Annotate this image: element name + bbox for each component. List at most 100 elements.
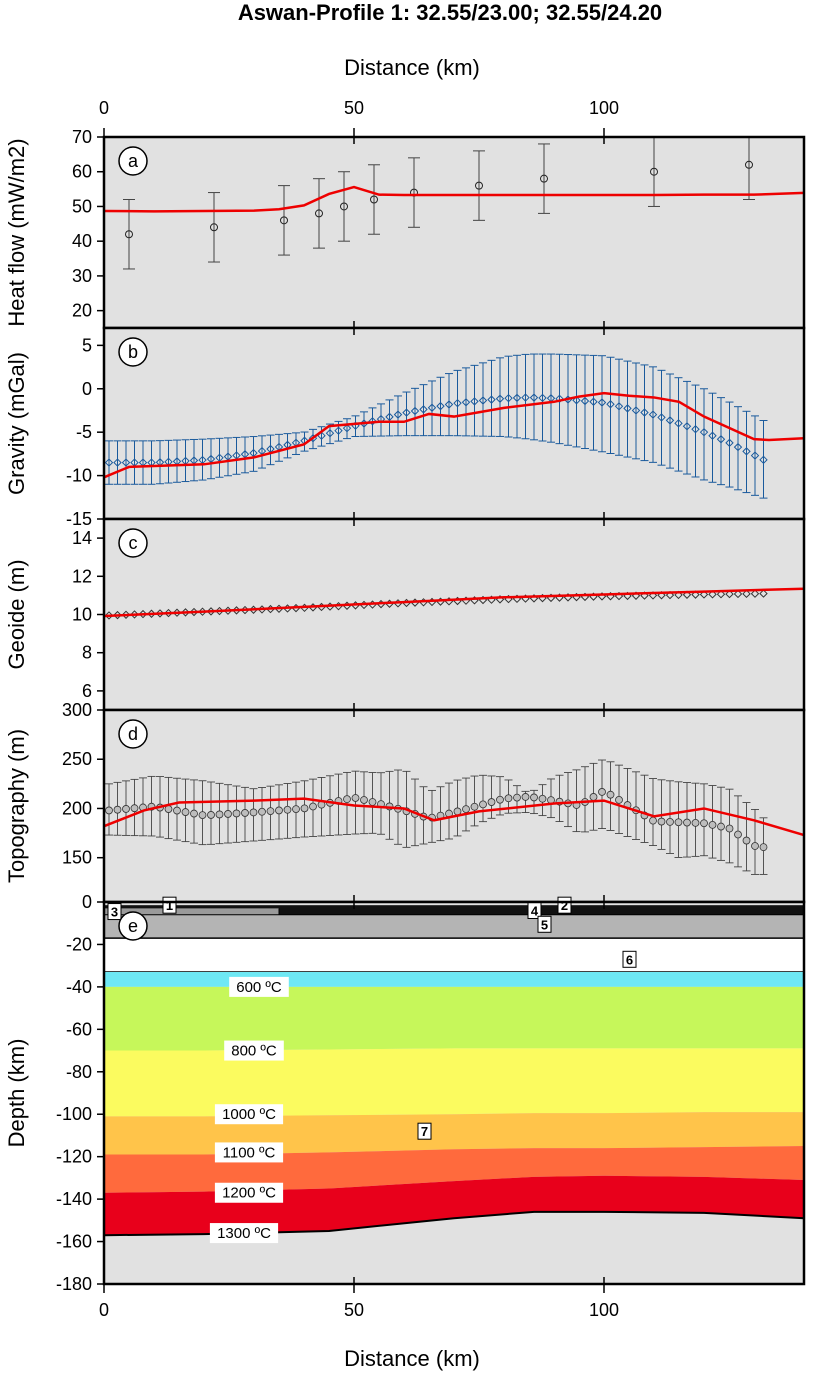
gravity-point (249, 448, 258, 458)
topography-point (759, 843, 768, 852)
unit-label: 1 (166, 898, 173, 913)
gravity-point (334, 426, 343, 435)
topography-point (487, 798, 496, 806)
isotherm-label: 1000 ºC (222, 1106, 276, 1123)
panel-a-background (104, 137, 804, 328)
panel-b-ytick-label: 0 (82, 379, 92, 399)
topography-point (649, 816, 657, 825)
panel-a-ylabel: Heat flow (mW/m2) (4, 138, 29, 326)
heat-flow-point (210, 223, 218, 232)
topography-point (666, 817, 674, 826)
gravity-point (742, 447, 751, 456)
heat-flow-point (315, 209, 323, 218)
heat-flow-point (745, 160, 753, 169)
isotherm-label-bg (209, 1223, 279, 1244)
thermal-band-3 (104, 1048, 804, 1117)
figure-title: Aswan-Profile 1: 32.55/23.00; 32.55/24.2… (238, 0, 662, 25)
gravity-point (283, 440, 292, 450)
gravity-point (538, 393, 547, 403)
panel-c-ytick-label: 8 (82, 643, 92, 663)
unit-label: 6 (626, 952, 633, 967)
gravity-point (708, 431, 717, 440)
bottom-x-axis-label: Distance (km) (344, 1346, 480, 1371)
topography-point (300, 804, 309, 813)
top-xtick-label: 100 (589, 98, 619, 118)
gravity-point (164, 457, 173, 467)
gravity-point (691, 425, 700, 434)
gravity-point (759, 455, 768, 465)
gravity-point (470, 397, 479, 406)
gravity-point (461, 398, 471, 407)
topography-point (751, 842, 759, 850)
gravity-point (580, 396, 590, 406)
panel-b-label: b (128, 342, 138, 362)
gravity-point (410, 406, 420, 416)
topography-point (275, 806, 283, 815)
isotherm-label: 1300 ºC (217, 1225, 271, 1242)
topography-point (470, 802, 479, 811)
gravity-point (113, 458, 122, 467)
topography-point (130, 804, 139, 813)
panel-d-ytick-label: 200 (62, 798, 92, 818)
gravity-point (138, 458, 148, 467)
topography-point (190, 809, 198, 818)
topography-point (496, 795, 504, 804)
gravity-point (725, 438, 734, 448)
topography-point (700, 819, 708, 828)
panel-d-ytick-label: 250 (62, 749, 92, 769)
upper-crust-layer (104, 905, 804, 915)
panel-a-ytick-label: 40 (72, 231, 92, 251)
gravity-point (521, 393, 530, 402)
panel-a-label-circle (118, 146, 148, 176)
unit-label: 5 (541, 917, 548, 932)
topography-point (683, 818, 691, 827)
topography-point (113, 805, 122, 814)
panel-e-frame (102, 900, 806, 1286)
topography-point (207, 811, 215, 819)
panel-e-ytick-label: -140 (56, 1189, 92, 1209)
gravity-point (104, 458, 114, 467)
panel-e-ytick-label: -100 (56, 1104, 92, 1124)
thermal-band-2 (104, 986, 804, 1051)
panel-b-ytick-label: -10 (66, 466, 92, 486)
gravity-point (215, 453, 224, 463)
panel-d-ylabel: Topography (m) (4, 729, 29, 883)
gravity-point (623, 404, 632, 413)
topography-point (292, 805, 300, 813)
gravity-point (597, 398, 607, 407)
unit-label: 2 (561, 898, 568, 913)
topography-point (657, 817, 666, 826)
panel-d-label-circle (118, 719, 148, 749)
gravity-point (240, 450, 250, 459)
gravity-point (266, 444, 275, 454)
panel-a-ytick-label: 20 (72, 301, 92, 321)
topography-point (198, 811, 207, 819)
panel-d-label: d (128, 724, 138, 744)
topography-point (258, 807, 266, 816)
unit-label: 4 (531, 903, 539, 918)
isotherm-label: 1100 ºC (223, 1144, 276, 1161)
topography-point (598, 788, 606, 796)
gravity-point (181, 456, 190, 466)
gravity-point (674, 419, 683, 428)
bottom-xtick-label: 0 (99, 1300, 109, 1320)
thermal-band-1 (104, 972, 804, 987)
topography-point (360, 796, 368, 804)
isotherm-label: 800 ºC (231, 1043, 277, 1060)
gravity-point (232, 451, 241, 460)
gravity-point (648, 410, 658, 419)
topography-point (538, 794, 547, 803)
unit-label-box (537, 915, 552, 933)
panel-c-ylabel: Geoide (m) (4, 559, 29, 669)
topography-point (309, 802, 317, 811)
panel-e-ytick-label: -180 (56, 1274, 92, 1294)
panel-a-ytick-label: 60 (72, 162, 92, 182)
panel-a-ytick-label: 70 (72, 127, 92, 147)
panel-c-ytick-label: 12 (72, 566, 92, 586)
topography-point (521, 793, 530, 801)
top-xtick-label: 50 (344, 98, 364, 118)
gravity-point (657, 413, 666, 422)
heat-flow-point (475, 181, 483, 190)
gravity-point (504, 393, 513, 403)
